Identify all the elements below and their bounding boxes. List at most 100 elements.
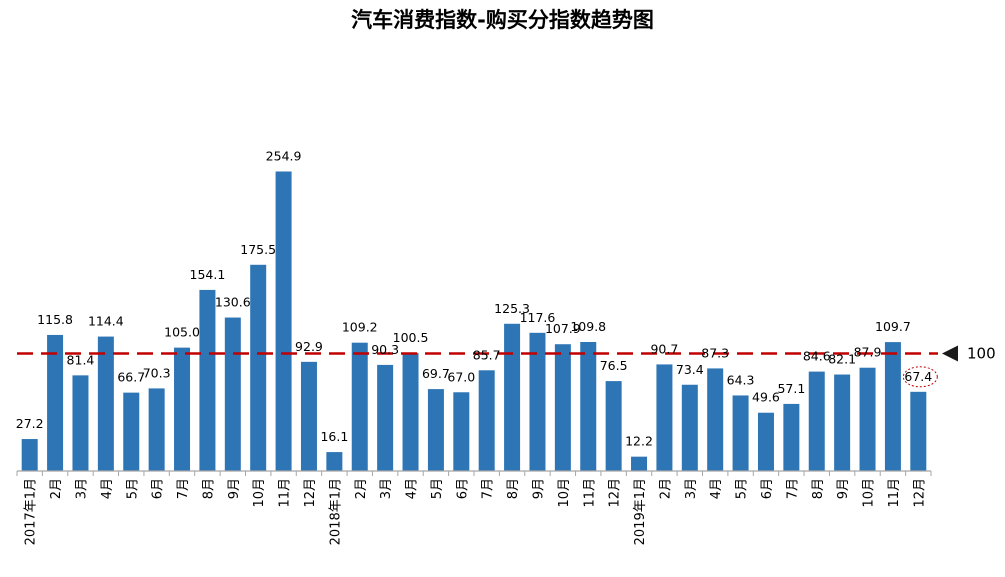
x-tick-label: 3月 bbox=[684, 478, 699, 499]
x-tick-label: 12月 bbox=[912, 478, 927, 508]
x-tick-label: 2017年1月 bbox=[24, 478, 39, 545]
x-axis bbox=[16, 470, 932, 476]
x-tick-label: 12月 bbox=[303, 478, 318, 508]
bar bbox=[275, 171, 292, 472]
value-label: 82.1 bbox=[828, 352, 856, 367]
value-label: 117.6 bbox=[520, 310, 556, 325]
bar bbox=[351, 342, 368, 471]
x-tick-label: 7月 bbox=[785, 478, 800, 499]
x-tick-label: 5月 bbox=[430, 478, 445, 499]
bar bbox=[910, 391, 927, 471]
bar bbox=[199, 289, 216, 471]
value-label: 107.9 bbox=[545, 321, 581, 336]
value-labels-layer: 27.2 115.8 81.4 114.4 66.770.3 105.0 154.1 130.… bbox=[16, 148, 938, 449]
x-tick-label: 4月 bbox=[100, 478, 115, 499]
bar bbox=[478, 370, 495, 471]
x-tick-label: 10月 bbox=[862, 478, 877, 508]
x-tick-label: 8月 bbox=[506, 478, 521, 499]
bar bbox=[529, 332, 546, 471]
bar bbox=[554, 344, 571, 471]
value-label: 109.2 bbox=[342, 320, 378, 335]
x-tick-label: 11月 bbox=[887, 478, 902, 508]
x-tick-label: 5月 bbox=[125, 478, 140, 499]
value-label: 109.8 bbox=[570, 319, 606, 334]
value-label: 109.7 bbox=[875, 319, 911, 334]
reference-line-label: 100 bbox=[967, 345, 996, 363]
bar bbox=[377, 364, 394, 471]
x-tick-label: 9月 bbox=[836, 478, 851, 499]
value-label: 76.5 bbox=[600, 358, 628, 373]
x-tick-label: 11月 bbox=[582, 478, 597, 508]
bar bbox=[656, 364, 673, 471]
value-label: 57.1 bbox=[777, 381, 805, 396]
reference-arrow-icon bbox=[942, 345, 958, 362]
bar bbox=[47, 334, 64, 471]
value-label: 90.3 bbox=[371, 342, 399, 357]
x-tick-label: 8月 bbox=[811, 478, 826, 499]
bar bbox=[224, 317, 241, 471]
value-label: 49.6 bbox=[752, 390, 780, 405]
bar bbox=[148, 388, 165, 471]
x-tick-label: 2月 bbox=[354, 478, 369, 499]
value-label: 73.4 bbox=[676, 362, 704, 377]
value-label: 254.9 bbox=[266, 148, 302, 163]
value-label: 67.0 bbox=[447, 369, 475, 384]
value-label: 85.7 bbox=[473, 347, 501, 362]
value-label: 175.5 bbox=[240, 242, 276, 257]
bar bbox=[732, 395, 749, 471]
bar bbox=[97, 336, 114, 471]
value-label: 27.2 bbox=[16, 416, 44, 431]
x-tick-label: 10月 bbox=[252, 478, 267, 508]
x-tick-label: 3月 bbox=[74, 478, 89, 499]
bar bbox=[707, 368, 724, 471]
x-tick-label: 7月 bbox=[481, 478, 496, 499]
value-label: 84.6 bbox=[803, 349, 831, 364]
bar bbox=[681, 384, 698, 471]
x-tick-label: 8月 bbox=[201, 478, 216, 499]
x-tick-label: 12月 bbox=[608, 478, 623, 508]
x-tick-label: 6月 bbox=[455, 478, 470, 499]
x-tick-label: 10月 bbox=[557, 478, 572, 508]
x-tick-label: 4月 bbox=[405, 478, 420, 499]
bar bbox=[326, 452, 343, 471]
value-label: 67.4 bbox=[904, 369, 932, 384]
value-label: 100.5 bbox=[393, 330, 429, 345]
highlight-circle bbox=[902, 366, 938, 388]
value-label: 66.7 bbox=[117, 370, 145, 385]
value-label: 130.6 bbox=[215, 295, 251, 310]
bar bbox=[72, 375, 89, 471]
reference-line-layer: 100 bbox=[17, 345, 996, 363]
x-tick-label: 2018年1月 bbox=[328, 478, 343, 545]
x-tick-label: 9月 bbox=[227, 478, 242, 499]
bar bbox=[631, 456, 648, 471]
x-tick-label: 2月 bbox=[49, 478, 64, 499]
bar bbox=[427, 389, 444, 471]
bar bbox=[453, 392, 470, 471]
value-label: 115.8 bbox=[37, 312, 73, 327]
x-tick-label: 9月 bbox=[531, 478, 546, 499]
value-label: 87.3 bbox=[701, 345, 729, 360]
x-tick-labels-layer: 2017年1月 2月 3月 4月 5月 6月 7月 8月 9月 10月 11月 12月 2018年1月 2… bbox=[24, 478, 928, 545]
value-label: 125.3 bbox=[494, 301, 530, 316]
bar bbox=[884, 342, 901, 471]
value-label: 105.0 bbox=[164, 325, 200, 340]
bar bbox=[808, 371, 825, 471]
value-label: 154.1 bbox=[190, 267, 226, 282]
x-tick-label: 7月 bbox=[176, 478, 191, 499]
value-label: 16.1 bbox=[320, 429, 348, 444]
x-tick-label: 2月 bbox=[658, 478, 673, 499]
bar bbox=[504, 323, 521, 471]
value-label: 70.3 bbox=[143, 365, 171, 380]
value-label: 81.4 bbox=[67, 352, 95, 367]
x-tick-label: 6月 bbox=[151, 478, 166, 499]
bars-layer bbox=[21, 171, 927, 472]
x-tick-label: 3月 bbox=[379, 478, 394, 499]
bar bbox=[605, 381, 622, 471]
bar bbox=[250, 264, 267, 471]
bar bbox=[21, 439, 38, 471]
bar bbox=[783, 403, 800, 471]
bar bbox=[834, 374, 851, 471]
x-tick-label: 5月 bbox=[735, 478, 750, 499]
x-tick-label: 11月 bbox=[278, 478, 293, 508]
